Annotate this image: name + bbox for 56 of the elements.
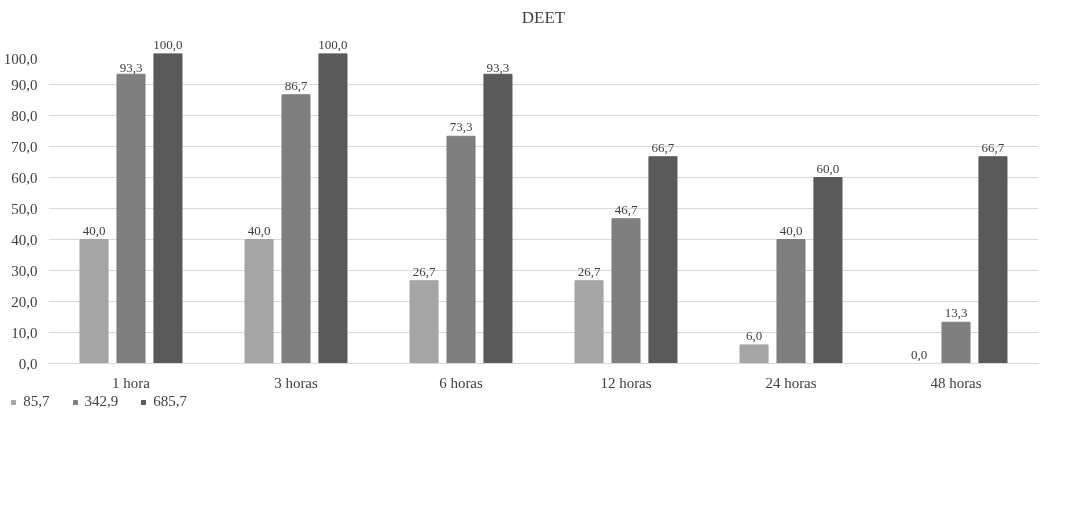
data-label: 26,7 [577,263,601,279]
bar [574,280,604,364]
y-tick-label: 100,0 [3,50,38,67]
bar [153,53,183,364]
bar [79,239,109,364]
y-tick-label: 60,0 [11,169,38,186]
data-label: 40,0 [247,222,271,238]
data-label: 73,3 [449,119,473,135]
data-label: 46,7 [614,201,638,217]
data-label: 66,7 [651,139,675,155]
chart-title: DEET [521,7,566,27]
x-tick-label: 1 hora [112,374,151,391]
y-tick-label: 0,0 [18,355,38,372]
y-tick-label: 70,0 [11,138,38,155]
legend-label: 85,7 [23,393,50,410]
bar [978,156,1008,364]
bar [483,73,513,364]
bar [941,321,971,364]
bar [281,94,311,364]
bar [739,344,769,364]
data-label: 93,3 [119,59,143,75]
data-label: 93,3 [486,59,510,75]
bar [116,73,146,364]
data-label: 60,0 [816,160,840,176]
data-label: 40,0 [779,222,803,238]
data-label: 40,0 [82,222,106,238]
data-label: 100,0 [318,36,348,52]
y-tick-label: 80,0 [11,107,38,124]
bar [409,280,439,364]
bar [648,156,678,364]
x-tick-label: 48 horas [930,374,982,391]
data-label: 0,0 [910,346,928,362]
data-label: 6,0 [745,327,763,343]
legend-label: 685,7 [153,393,188,410]
data-label: 13,3 [944,305,968,321]
y-tick-label: 40,0 [11,231,38,248]
data-label: 66,7 [981,139,1005,155]
x-tick-label: 6 horas [439,374,484,391]
x-tick-label: 24 horas [765,374,817,391]
y-tick-label: 90,0 [11,76,38,93]
x-tick-label: 3 horas [274,374,319,391]
legend-label: 342,9 [84,393,119,410]
y-tick-label: 20,0 [11,293,38,310]
bar [244,239,274,364]
bar [318,53,348,364]
x-tick-label: 12 horas [600,374,652,391]
y-tick-label: 10,0 [11,324,38,341]
bar [446,135,476,364]
bar [813,177,843,364]
bar [611,218,641,364]
y-tick-label: 50,0 [11,200,38,217]
data-label: 100,0 [153,36,183,52]
data-label: 26,7 [412,263,436,279]
data-label: 86,7 [284,77,308,93]
y-tick-label: 30,0 [11,262,38,279]
bar [776,239,806,364]
